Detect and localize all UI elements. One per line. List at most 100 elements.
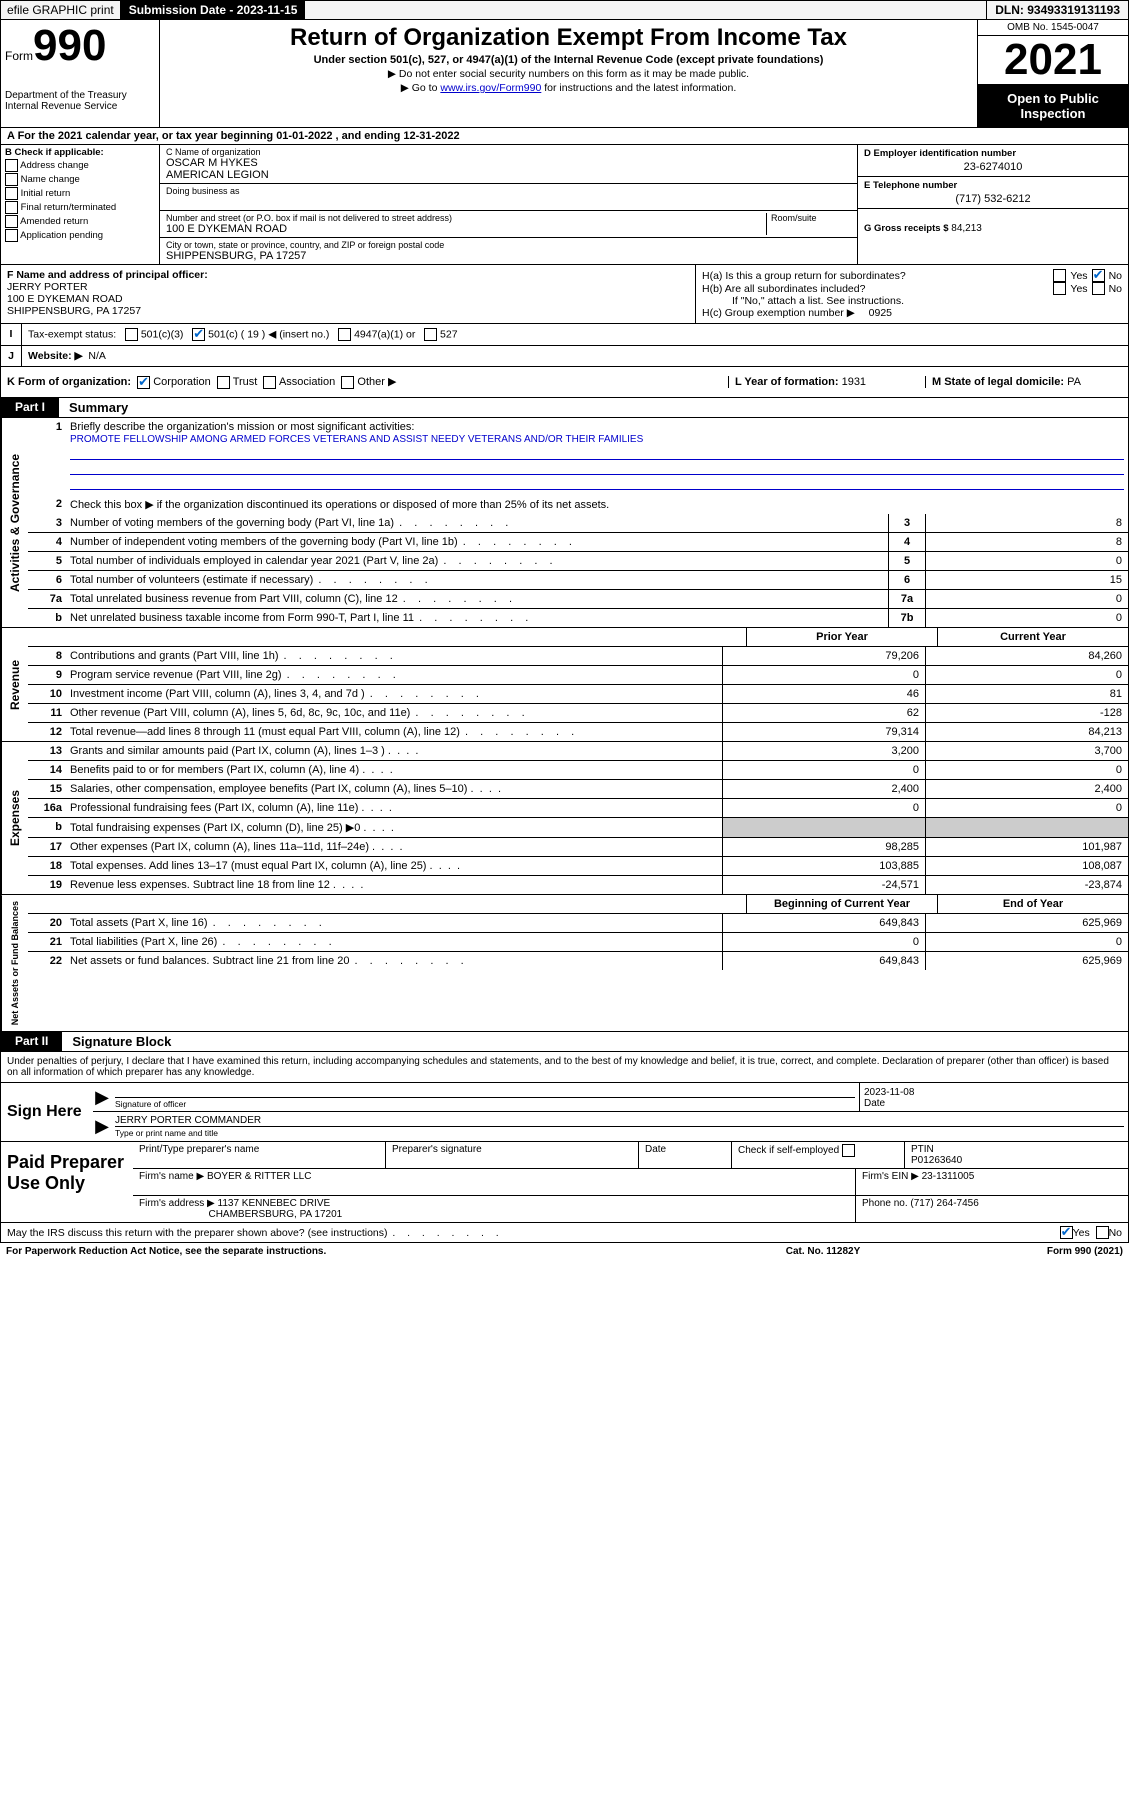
prep-check: Check if self-employed: [732, 1142, 905, 1168]
no-lbl: No: [1109, 283, 1122, 295]
netassets-side: Net Assets or Fund Balances: [1, 895, 28, 1031]
expenses-side: Expenses: [1, 742, 28, 894]
sig-officer-field[interactable]: Signature of officer: [111, 1083, 859, 1111]
yes-lbl: Yes: [1070, 283, 1087, 295]
gov-row-6: 6Total number of volunteers (estimate if…: [28, 571, 1128, 590]
phone-lab: E Telephone number: [864, 180, 957, 191]
form-number: Form990: [5, 24, 155, 68]
self-emp-box[interactable]: [842, 1144, 855, 1157]
ptin-val: P01263640: [911, 1155, 962, 1166]
hb-no-box[interactable]: [1092, 282, 1105, 295]
header-mid: Return of Organization Exempt From Incom…: [160, 20, 977, 127]
no-lbl: No: [1109, 270, 1122, 282]
part1-title: Summary: [59, 398, 138, 417]
i-501c-box[interactable]: [192, 328, 205, 341]
hb-yes-box[interactable]: [1053, 282, 1066, 295]
i-opt3: 4947(a)(1) or: [354, 329, 415, 341]
hc-lab: H(c) Group exemption number ▶: [702, 307, 855, 319]
cat-no: Cat. No. 11282Y: [723, 1246, 923, 1257]
header-right: OMB No. 1545-0047 2021 Open to Public In…: [977, 20, 1128, 127]
discuss-no-box[interactable]: [1096, 1226, 1109, 1239]
dept-line1: Department of the Treasury: [5, 90, 127, 101]
i-527-box[interactable]: [424, 328, 437, 341]
prep-hdr-row: Print/Type preparer's name Preparer's si…: [133, 1142, 1128, 1169]
sig-name: JERRY PORTER COMMANDER: [115, 1115, 1124, 1126]
sig-officer-lab: Signature of officer: [115, 1097, 855, 1109]
k-content: K Form of organization: Corporation Trus…: [7, 375, 728, 389]
part2-title: Signature Block: [62, 1032, 181, 1051]
chk-lbl: Amended return: [20, 216, 88, 227]
gov-row-3: 3Number of voting members of the governi…: [28, 514, 1128, 533]
rev-row-9: 9Program service revenue (Part VIII, lin…: [28, 666, 1128, 685]
form-990-big: 990: [33, 21, 106, 70]
preparer-block: Paid Preparer Use Only Print/Type prepar…: [0, 1142, 1129, 1223]
netassets-content: Beginning of Current Year End of Year 20…: [28, 895, 1128, 1031]
i-501c3-box[interactable]: [125, 328, 138, 341]
chk-app-pending[interactable]: Application pending: [5, 229, 155, 242]
j-val: N/A: [88, 350, 106, 362]
chk-address-change[interactable]: Address change: [5, 159, 155, 172]
yes-lbl: Yes: [1073, 1227, 1090, 1239]
prep-date-hdr: Date: [639, 1142, 732, 1168]
sign-fields: ▶ Signature of officer 2023-11-08 Date ▶…: [93, 1083, 1128, 1141]
discuss-yes-box[interactable]: [1060, 1226, 1073, 1239]
ha-yes-box[interactable]: [1053, 269, 1066, 282]
sig-intro: Under penalties of perjury, I declare th…: [0, 1052, 1129, 1083]
chk-name-change[interactable]: Name change: [5, 173, 155, 186]
i-opt4: 527: [440, 329, 458, 341]
addr-lab: Number and street (or P.O. box if mail i…: [166, 213, 762, 223]
exp-row-13: 13Grants and similar amounts paid (Part …: [28, 742, 1128, 761]
row-j: J Website: ▶ N/A: [0, 346, 1129, 367]
gov-row-b: bNet unrelated business taxable income f…: [28, 609, 1128, 627]
phone-cell: E Telephone number (717) 532-6212: [858, 177, 1128, 209]
chk-lbl: Application pending: [20, 230, 103, 241]
rev-row-10: 10Investment income (Part VIII, column (…: [28, 685, 1128, 704]
i-4947-box[interactable]: [338, 328, 351, 341]
chk-initial-return[interactable]: Initial return: [5, 187, 155, 200]
f-addr2: SHIPPENSBURG, PA 17257: [7, 305, 689, 317]
k-other-box[interactable]: [341, 376, 354, 389]
m-val: PA: [1067, 376, 1081, 388]
footer-final: For Paperwork Reduction Act Notice, see …: [0, 1243, 1129, 1260]
m-lab: M State of legal domicile:: [932, 376, 1064, 388]
irs-link[interactable]: www.irs.gov/Form990: [440, 82, 541, 94]
ha-no-box[interactable]: [1092, 269, 1105, 282]
part1-header: Part I Summary: [0, 398, 1129, 418]
governance-content: 1 Briefly describe the organization's mi…: [28, 418, 1128, 627]
rev-row-11: 11Other revenue (Part VIII, column (A), …: [28, 704, 1128, 723]
m-content: M State of legal domicile: PA: [925, 376, 1122, 388]
i-opt2: 501(c) ( 19 ) ◀ (insert no.): [208, 329, 329, 341]
ein-val: 23-6274010: [864, 161, 1122, 173]
k-corp-box[interactable]: [137, 376, 150, 389]
firm-addr1: 1137 KENNEBEC DRIVE: [218, 1198, 331, 1209]
l-val: 1931: [842, 376, 866, 388]
k-trust-box[interactable]: [217, 376, 230, 389]
mission-text: PROMOTE FELLOWSHIP AMONG ARMED FORCES VE…: [70, 434, 643, 445]
box-b: B Check if applicable: Address change Na…: [1, 145, 160, 264]
form-990-page: efile GRAPHIC print Submission Date - 20…: [0, 0, 1129, 1260]
k-assoc-box[interactable]: [263, 376, 276, 389]
addr-row: Number and street (or P.O. box if mail i…: [160, 211, 857, 238]
arrow-icon: ▶: [93, 1112, 111, 1140]
box-deg: D Employer identification number 23-6274…: [857, 145, 1128, 264]
firm-val: BOYER & RITTER LLC: [207, 1171, 311, 1182]
sig-officer-row: ▶ Signature of officer 2023-11-08 Date: [93, 1083, 1128, 1112]
exp-row-19: 19Revenue less expenses. Subtract line 1…: [28, 876, 1128, 894]
exp-row-b: bTotal fundraising expenses (Part IX, co…: [28, 818, 1128, 838]
beg-year-hdr: Beginning of Current Year: [746, 895, 937, 913]
discuss-row: May the IRS discuss this return with the…: [0, 1223, 1129, 1243]
gross-cell: G Gross receipts $ 84,213: [858, 209, 1128, 264]
chk-amended[interactable]: Amended return: [5, 215, 155, 228]
part2-label: Part II: [1, 1032, 62, 1051]
chk-lbl: Final return/terminated: [21, 202, 117, 213]
firm-ein-cell: Firm's EIN ▶ 23-1311005: [856, 1169, 1128, 1195]
chk-final-return[interactable]: Final return/terminated: [5, 201, 155, 214]
na-row-21: 21Total liabilities (Part X, line 26)00: [28, 933, 1128, 952]
gov-row-5: 5Total number of individuals employed in…: [28, 552, 1128, 571]
expenses-section: Expenses 13Grants and similar amounts pa…: [0, 742, 1129, 895]
governance-section: Activities & Governance 1 Briefly descri…: [0, 418, 1129, 628]
hb-note: If "No," attach a list. See instructions…: [702, 295, 1122, 307]
l-content: L Year of formation: 1931: [728, 376, 925, 388]
mission-underline: [70, 462, 1124, 475]
netassets-section: Net Assets or Fund Balances Beginning of…: [0, 895, 1129, 1032]
